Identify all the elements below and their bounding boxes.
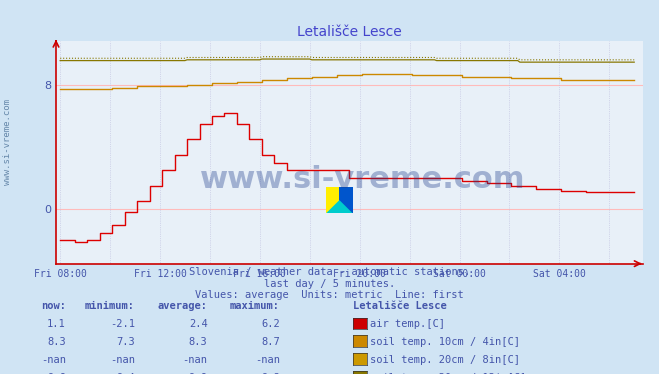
Text: 8.7: 8.7 — [262, 337, 280, 347]
Text: Values: average  Units: metric  Line: first: Values: average Units: metric Line: firs… — [195, 290, 464, 300]
Text: 6.2: 6.2 — [262, 319, 280, 329]
Title: Letališče Lesce: Letališče Lesce — [297, 25, 401, 39]
Text: air temp.[C]: air temp.[C] — [370, 319, 445, 329]
Text: 9.8: 9.8 — [262, 373, 280, 374]
Text: -nan: -nan — [41, 355, 66, 365]
Text: minimum:: minimum: — [85, 301, 135, 311]
Text: -2.1: -2.1 — [110, 319, 135, 329]
Text: www.si-vreme.com: www.si-vreme.com — [3, 99, 13, 185]
Text: Letališče Lesce: Letališče Lesce — [353, 301, 446, 311]
Text: -nan: -nan — [183, 355, 208, 365]
Text: maximum:: maximum: — [230, 301, 280, 311]
Text: now:: now: — [41, 301, 66, 311]
Text: soil temp. 10cm / 4in[C]: soil temp. 10cm / 4in[C] — [370, 337, 521, 347]
Text: 8.3: 8.3 — [47, 337, 66, 347]
Text: 9.6: 9.6 — [189, 373, 208, 374]
Text: 7.3: 7.3 — [117, 337, 135, 347]
Text: -nan: -nan — [255, 355, 280, 365]
Text: 1.1: 1.1 — [47, 319, 66, 329]
Polygon shape — [326, 200, 353, 213]
Text: soil temp. 20cm / 8in[C]: soil temp. 20cm / 8in[C] — [370, 355, 521, 365]
Text: -nan: -nan — [110, 355, 135, 365]
Text: 2.4: 2.4 — [189, 319, 208, 329]
Text: Slovenia / weather data - automatic stations.: Slovenia / weather data - automatic stat… — [189, 267, 470, 278]
Text: average:: average: — [158, 301, 208, 311]
Text: soil temp. 30cm / 12in[C]: soil temp. 30cm / 12in[C] — [370, 373, 527, 374]
Text: 9.4: 9.4 — [117, 373, 135, 374]
Text: 8.3: 8.3 — [189, 337, 208, 347]
Polygon shape — [339, 187, 353, 213]
Text: last day / 5 minutes.: last day / 5 minutes. — [264, 279, 395, 289]
Text: 9.6: 9.6 — [47, 373, 66, 374]
Text: www.si-vreme.com: www.si-vreme.com — [200, 165, 525, 194]
Polygon shape — [326, 187, 339, 213]
